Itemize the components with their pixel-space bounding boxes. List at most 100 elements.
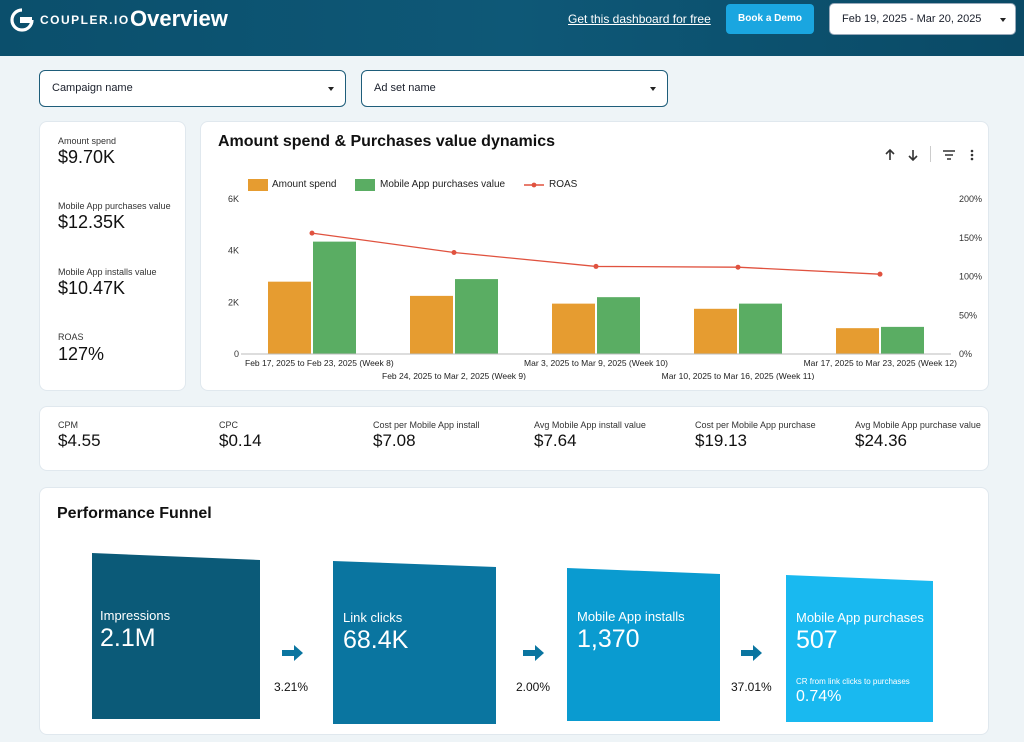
legend-label: ROAS	[549, 179, 578, 190]
metric-value: $7.08	[373, 431, 416, 450]
bar-purchases-value	[597, 297, 640, 354]
bar-amount-spend	[836, 328, 879, 354]
kpi-value: $9.70K	[58, 147, 116, 167]
chart-title: Amount spend & Purchases value dynamics	[218, 133, 555, 150]
cr-label: CR from link clicks to purchases	[796, 677, 910, 686]
logo-text: COUPLER.IO	[40, 13, 130, 27]
cr-value: 0.74%	[796, 688, 842, 705]
kpi-value: $10.47K	[58, 278, 126, 298]
metric-label: Cost per Mobile App purchase	[695, 420, 816, 430]
metric-label: Cost per Mobile App install	[373, 420, 480, 430]
metric-value: $4.55	[58, 431, 101, 450]
bar-amount-spend	[268, 281, 311, 354]
more-vert-icon[interactable]	[965, 148, 979, 162]
bar-amount-spend	[410, 295, 453, 354]
chevron-down-icon	[650, 87, 656, 91]
get-dashboard-link[interactable]: Get this dashboard for free	[568, 12, 711, 26]
y-axis-left-tick: 6K	[228, 194, 239, 204]
y-axis-right-tick: 50%	[959, 310, 977, 320]
date-range-value: Feb 19, 2025 - Mar 20, 2025	[842, 13, 982, 25]
metric-value: $19.13	[695, 431, 747, 450]
filter-icon[interactable]	[942, 148, 956, 162]
x-axis-tick: Mar 10, 2025 to Mar 16, 2025 (Week 11)	[662, 371, 815, 380]
bar-amount-spend	[694, 308, 737, 354]
bar-purchases-value	[739, 303, 782, 354]
funnel-stage-label: Mobile App installs	[577, 609, 685, 624]
y-axis-left-tick: 4K	[228, 246, 239, 256]
bar-purchases-value	[455, 279, 498, 354]
campaign-filter-label: Campaign name	[52, 82, 133, 94]
y-axis-left-tick: 0	[234, 349, 239, 359]
legend-label: Mobile App purchases value	[380, 179, 506, 190]
page-title: Overview	[130, 6, 228, 31]
bar-purchases-value	[881, 326, 924, 354]
funnel-stage-value: 68.4K	[343, 626, 409, 654]
arrow-right-icon	[523, 645, 544, 661]
y-axis-right-tick: 150%	[959, 233, 982, 243]
funnel-shape-purchases	[786, 575, 933, 722]
funnel-shape-impressions	[92, 553, 260, 719]
toolbar-divider	[930, 146, 931, 162]
funnel-shape-installs	[567, 568, 720, 721]
roas-point	[451, 249, 457, 255]
y-axis-left-tick: 2K	[228, 297, 239, 307]
funnel-stage-label: Impressions	[100, 608, 171, 623]
legend-swatch-roas	[524, 182, 544, 188]
kpi-value: $12.35K	[58, 212, 126, 232]
arrow-right-icon	[282, 645, 303, 661]
sort-ascending-icon[interactable]	[883, 148, 897, 162]
funnel-shapes	[92, 553, 933, 724]
funnel-title: Performance Funnel	[57, 505, 212, 522]
metric-value: $24.36	[855, 431, 907, 450]
metric-value: $0.14	[219, 431, 262, 450]
chevron-down-icon	[328, 87, 334, 91]
sort-descending-icon[interactable]	[906, 148, 920, 162]
chart-card: Amount spend & Purchases value dynamics …	[200, 121, 989, 391]
arrow-right-icon	[741, 645, 762, 661]
x-axis-tick: Feb 24, 2025 to Mar 2, 2025 (Week 9)	[382, 371, 526, 380]
legend-label: Amount spend	[272, 179, 337, 190]
y-axis-right-tick: 0%	[959, 349, 972, 359]
x-axis-tick: Feb 17, 2025 to Feb 23, 2025 (Week 8)	[245, 358, 394, 368]
kpi-label: ROAS	[58, 332, 84, 342]
date-range-picker[interactable]: Feb 19, 2025 - Mar 20, 2025	[829, 3, 1016, 35]
roas-point	[593, 263, 599, 269]
legend-swatch-amount-spend	[248, 179, 268, 191]
bar-amount-spend	[552, 303, 595, 354]
kpi-value: 127%	[58, 344, 105, 364]
roas-point	[309, 230, 315, 236]
roas-point	[735, 264, 741, 270]
kpi-card: Amount spend $9.70K Mobile App purchases…	[39, 121, 186, 391]
kpi-label: Amount spend	[58, 136, 117, 146]
metric-label: Avg Mobile App install value	[534, 420, 646, 430]
coupler-logo-icon	[10, 8, 34, 32]
chevron-down-icon	[1000, 18, 1006, 22]
funnel-stage-label: Mobile App purchases	[796, 610, 924, 625]
book-demo-button[interactable]: Book a Demo	[726, 4, 814, 34]
y-axis-right-tick: 200%	[959, 194, 982, 204]
combo-chart: 0 2K 4K 6K 0% 50% 100% 150% 200% Feb 17, 2025 to …	[228, 194, 982, 380]
funnel-stage-value: 1,370	[577, 625, 640, 653]
bar-purchases-value	[313, 241, 356, 354]
metric-value: $7.64	[534, 431, 577, 450]
metric-label: Avg Mobile App purchase value	[855, 420, 981, 430]
header: COUPLER.IO Overview Get this dashboard f…	[0, 0, 1024, 56]
conversion-rate: 37.01%	[731, 680, 772, 694]
funnel-stage-value: 507	[796, 626, 838, 654]
campaign-name-filter[interactable]: Campaign name	[39, 70, 346, 107]
y-axis-right-tick: 100%	[959, 272, 982, 282]
roas-point	[877, 271, 883, 277]
conversion-rate: 2.00%	[516, 680, 551, 694]
x-axis-tick: Mar 17, 2025 to Mar 23, 2025 (Week 12)	[804, 358, 958, 368]
funnel-card: Performance Funnel Impressions 2.1M Link…	[39, 487, 989, 735]
x-axis-tick: Mar 3, 2025 to Mar 9, 2025 (Week 10)	[524, 358, 668, 368]
adset-filter-label: Ad set name	[374, 82, 436, 94]
kpi-label: Mobile App purchases value	[58, 201, 171, 211]
funnel-stage-value: 2.1M	[100, 624, 156, 652]
funnel-shape-link-clicks	[333, 561, 496, 724]
kpi-label: Mobile App installs value	[58, 267, 157, 277]
metric-label: CPC	[219, 420, 239, 430]
legend-swatch-purchases-value	[355, 179, 375, 191]
funnel-stage-label: Link clicks	[343, 610, 403, 625]
ad-set-name-filter[interactable]: Ad set name	[361, 70, 668, 107]
